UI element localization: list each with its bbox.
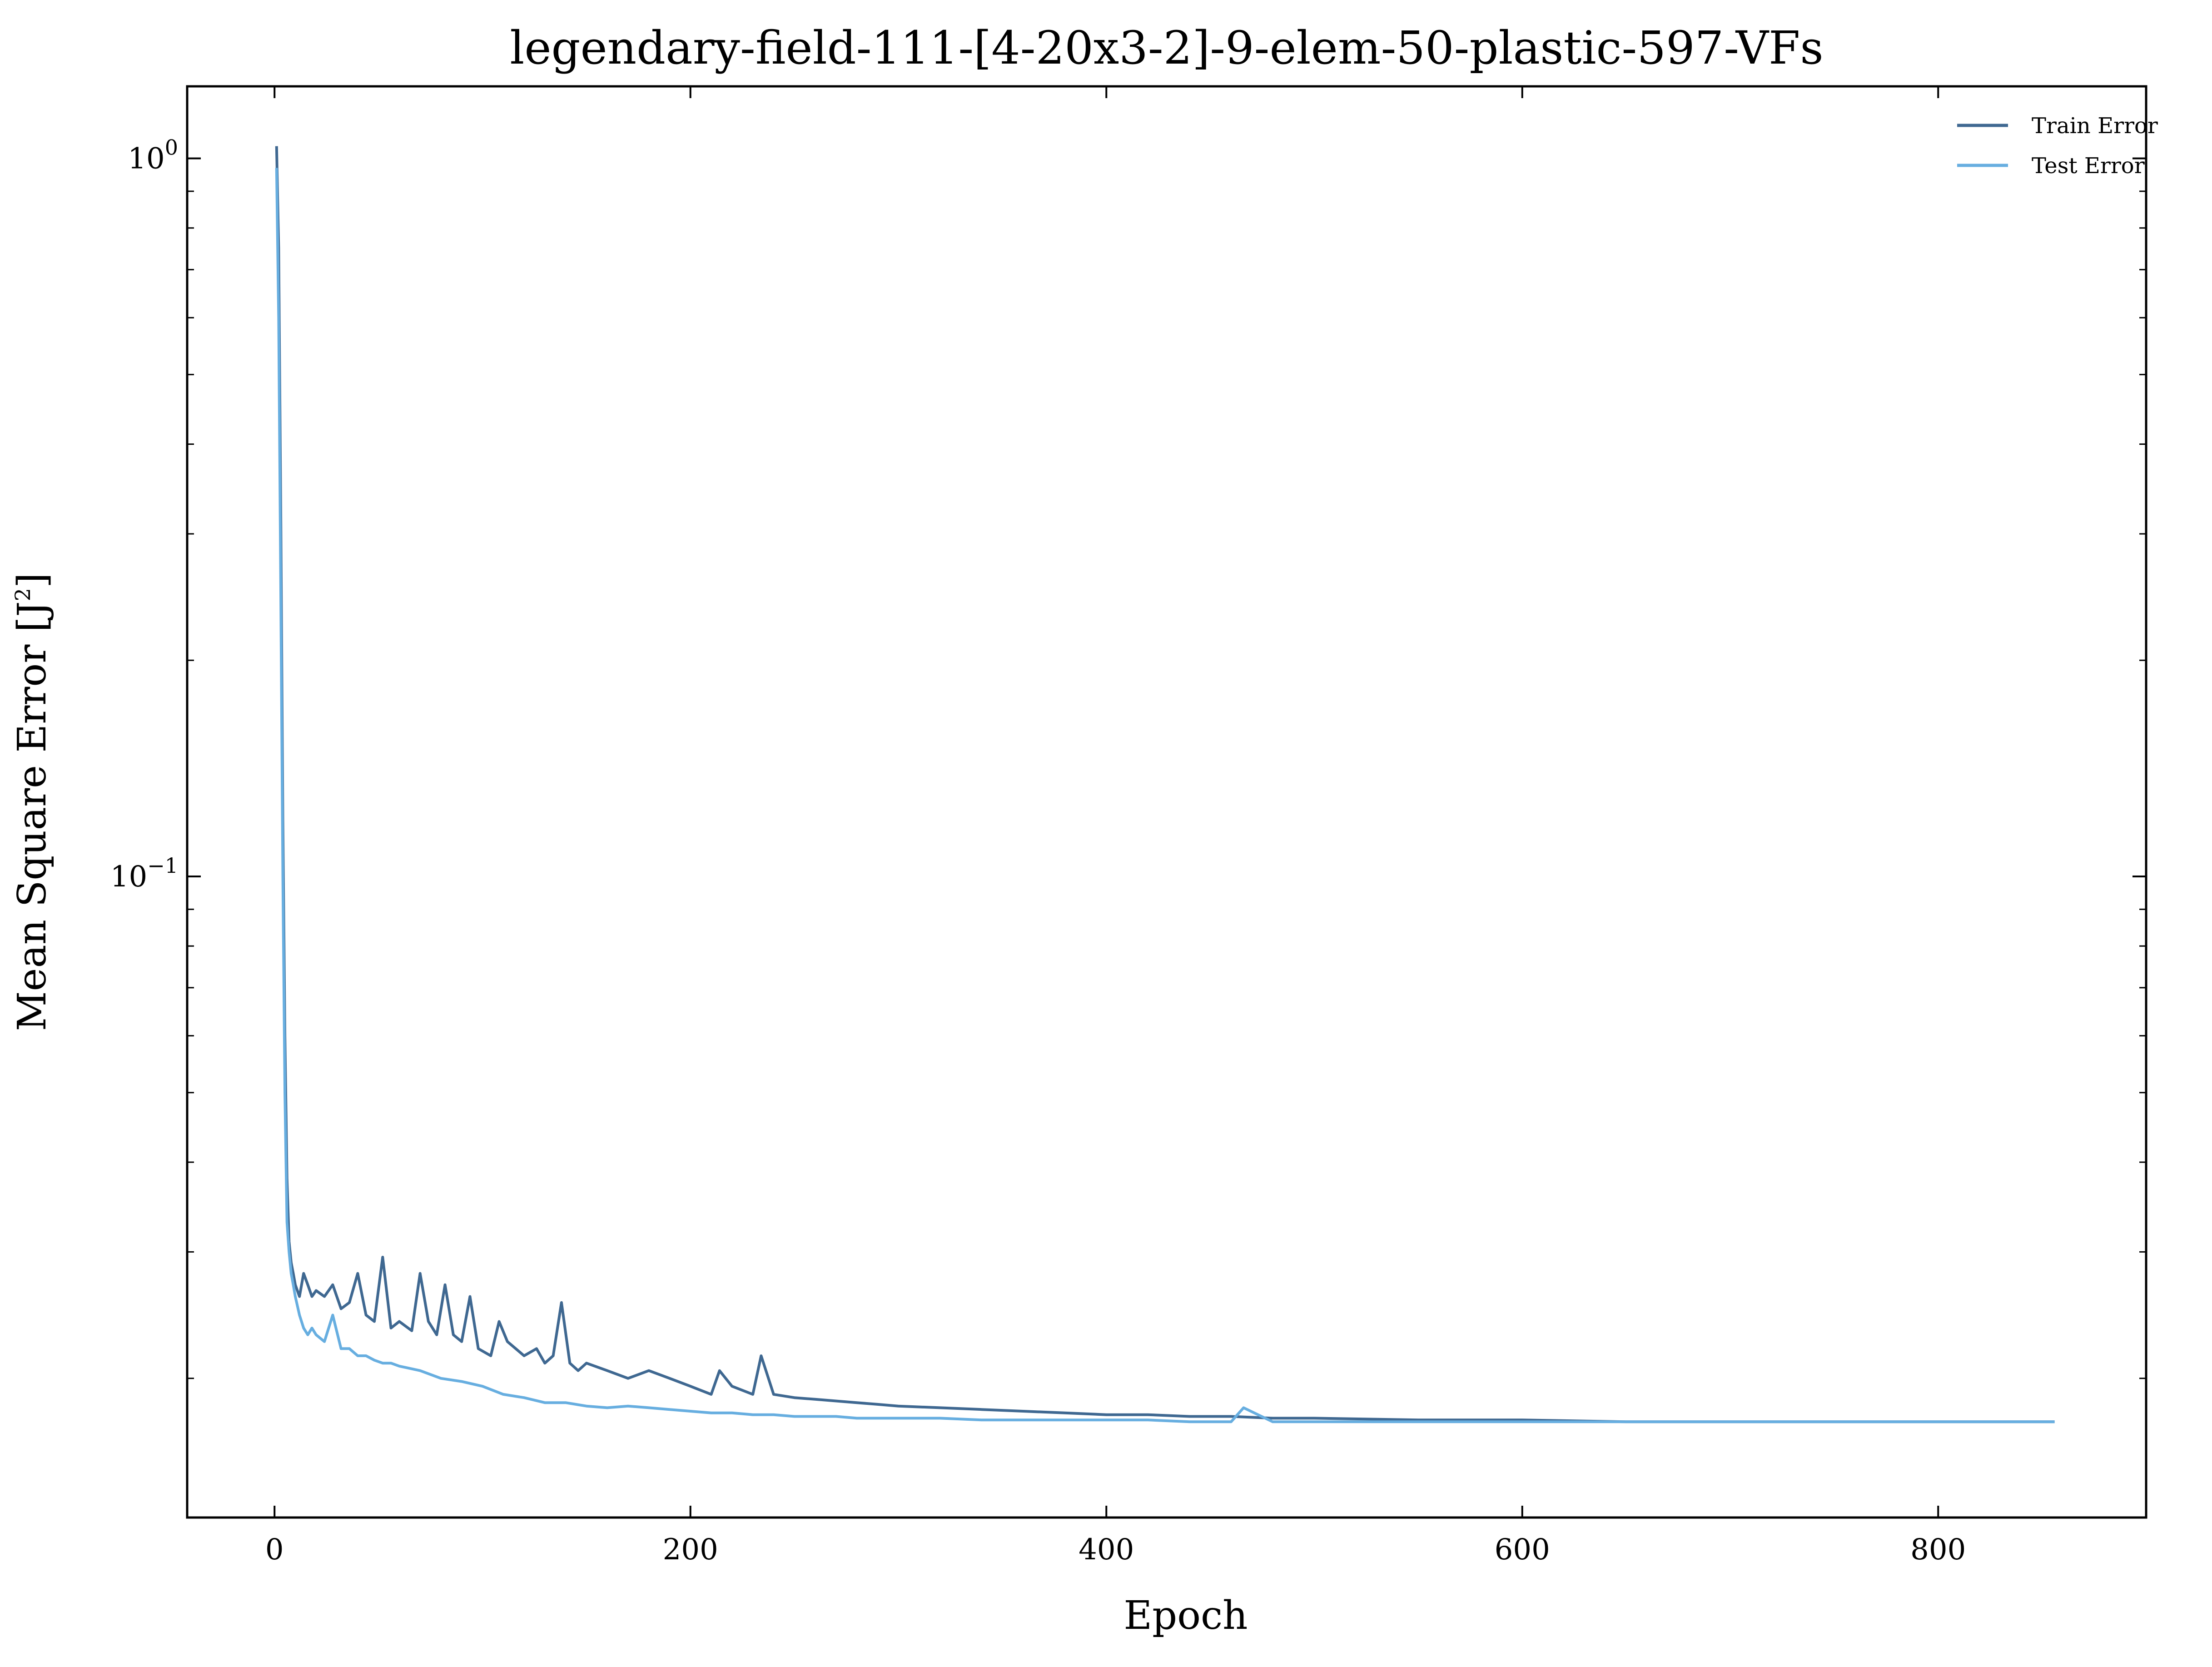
y-tick-label: 100 [128, 135, 178, 176]
series-line-train-error [275, 146, 2055, 1423]
plot-frame [186, 85, 2147, 1519]
x-tick-label: 800 [1910, 1533, 1966, 1567]
legend-label-train: Train Error [2032, 113, 2158, 139]
plot-background [187, 86, 2146, 1518]
y-axis-label-superscript: 2 [10, 588, 35, 601]
y-axis-label-end: ] [10, 572, 55, 588]
x-axis-ticks: 0 200 400 600 800 [265, 86, 1966, 1567]
chart-title: legendary-field-111-[4-20x3-2]-9-elem-50… [510, 21, 1823, 75]
y-tick-label: 10−1 [110, 853, 178, 894]
legend: Train Error Test Error [1957, 113, 2158, 179]
legend-label-test: Test Error [2032, 153, 2145, 179]
y-tick-label-exponent: −1 [147, 853, 178, 878]
series-layer [275, 146, 2055, 1423]
y-tick-label-base: 10 [110, 860, 147, 894]
y-axis-label: Mean Square Error [J2] [10, 572, 55, 1031]
x-tick-label: 0 [265, 1533, 284, 1567]
x-tick-label: 600 [1495, 1533, 1550, 1567]
series-line-test-error [275, 168, 2055, 1423]
x-tick-label: 400 [1079, 1533, 1134, 1567]
y-tick-label-base: 10 [128, 142, 164, 176]
x-tick-label: 200 [663, 1533, 718, 1567]
y-axis-label-main: Mean Square Error [J [10, 601, 55, 1031]
y-tick-label-exponent: 0 [165, 135, 178, 160]
x-axis-label: Epoch [1123, 1593, 1248, 1638]
